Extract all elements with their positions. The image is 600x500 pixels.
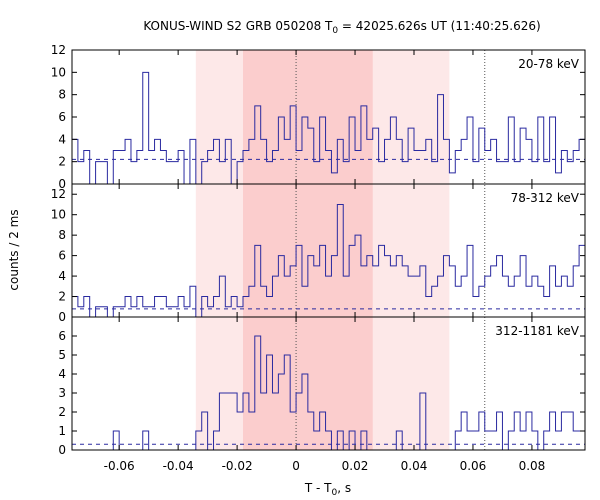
x-tick-label-1: -0.04: [163, 459, 194, 473]
y-tick-label-1-1: 2: [58, 155, 66, 169]
x-tick-label-0: -0.06: [104, 459, 135, 473]
panel-label-2: 78-312 keV: [511, 191, 580, 205]
y-tick-label-1-2: 4: [58, 132, 66, 146]
panel-3: 0 1 2 3 4 5 6 312-1181 keV: [58, 316, 586, 457]
y-tick-label-2-2: 4: [58, 269, 66, 283]
y-tick-label-3-3: 3: [58, 386, 66, 400]
y-tick-label-3-4: 4: [58, 367, 66, 381]
histogram-1: [72, 71, 585, 185]
y-axis-label: counts / 2 ms: [7, 209, 21, 290]
y-tick-label-3-1: 1: [58, 424, 66, 438]
panel-label-3: 312-1181 keV: [495, 324, 579, 338]
chart-title: KONUS-WIND S2 GRB 050208 T0 = 42025.626s…: [143, 19, 540, 36]
panel-label-1: 20-78 keV: [518, 57, 580, 71]
y-tick-label-3-2: 2: [58, 405, 66, 419]
y-tick-label-3-5: 5: [58, 348, 66, 362]
panel-frame-3: [71, 316, 586, 451]
y-tick-label-2-1: 2: [58, 290, 66, 304]
x-tick-label-3: 0: [292, 459, 300, 473]
x-tick-label-2: -0.02: [222, 459, 253, 473]
y-tick-label-1-6: 12: [51, 43, 66, 57]
histogram-2: [72, 203, 585, 318]
x-tick-label-7: 0.08: [519, 459, 546, 473]
y-tick-label-2-6: 12: [51, 187, 66, 201]
y-tick-label-3-6: 6: [58, 329, 66, 343]
y-tick-label-1-4: 8: [58, 88, 66, 102]
y-tick-label-2-3: 6: [58, 249, 66, 263]
x-tick-label-5: 0.04: [401, 459, 428, 473]
x-axis-label: T - T0, s: [304, 481, 351, 498]
y-tick-label-2-5: 10: [51, 208, 66, 222]
x-tick-label-6: 0.06: [460, 459, 487, 473]
y-tick-label-3-0: 0: [58, 443, 66, 457]
x-axis-ticks: -0.06 -0.04 -0.02 0 0.02 0.04 0.06 0.08: [104, 459, 546, 473]
panel-2: 0 2 4 6 8 10 12 78-312 keV: [51, 183, 586, 324]
interval-bands: [195, 50, 450, 450]
y-tick-label-1-0: 0: [58, 177, 66, 191]
y-tick-label-1-5: 10: [51, 65, 66, 79]
x-tick-label-4: 0.02: [342, 459, 369, 473]
y-tick-label-1-3: 6: [58, 110, 66, 124]
y-tick-label-2-0: 0: [58, 310, 66, 324]
y-tick-label-2-4: 8: [58, 228, 66, 242]
